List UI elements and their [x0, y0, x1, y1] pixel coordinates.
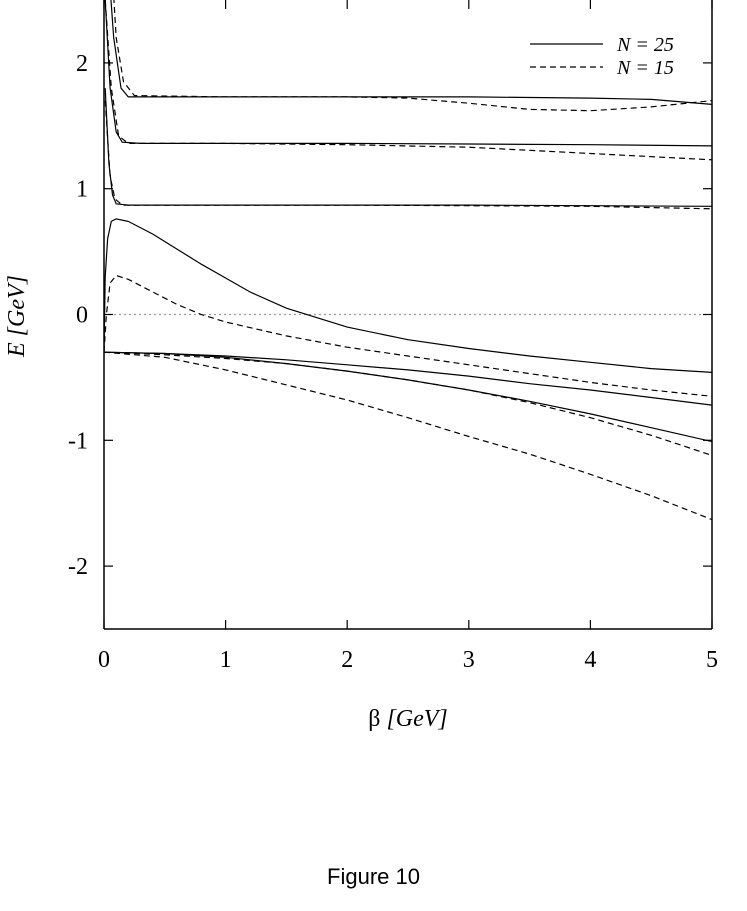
- plot-area: [104, 0, 712, 521]
- y-tick-label: -1: [68, 428, 88, 454]
- series-line-n15-11: [104, 351, 712, 456]
- x-tick-label: 0: [98, 647, 110, 673]
- legend-label-n25: N = 25: [616, 34, 674, 56]
- series-line-n25-3: [104, 88, 712, 207]
- legend: N = 25 N = 15: [530, 34, 674, 79]
- series-line-n15-9: [104, 100, 712, 210]
- series-line-n15-12: [104, 351, 712, 521]
- series-line-n25-4: [104, 218, 712, 373]
- y-axis-symbol: E: [4, 342, 30, 358]
- x-tick-label: 1: [220, 647, 232, 673]
- tick-labels: 0 1 2 3 4 5 -2 -1 0 1 2: [68, 51, 718, 673]
- x-tick-label: 4: [584, 647, 596, 673]
- x-axis-title: β [GeV]: [368, 706, 448, 732]
- axis-ticks: [103, 0, 713, 629]
- y-tick-label: 2: [76, 51, 88, 77]
- series-line-n25-5: [104, 351, 712, 406]
- x-tick-label: 2: [341, 647, 353, 673]
- x-axis-unit: [GeV]: [386, 706, 447, 732]
- y-tick-label: 0: [76, 303, 88, 329]
- y-axis-unit: [GeV]: [4, 275, 30, 336]
- y-axis-title: E [GeV]: [4, 275, 30, 358]
- series-line-n15-8: [104, 0, 712, 161]
- x-tick-label: 3: [463, 647, 475, 673]
- series-line-n15-10: [104, 274, 712, 397]
- x-axis-symbol: β: [368, 706, 380, 732]
- y-tick-label: 1: [76, 177, 88, 203]
- x-tick-label: 5: [706, 647, 718, 673]
- y-tick-label: -2: [68, 554, 88, 580]
- legend-label-n15: N = 15: [616, 57, 674, 79]
- figure-caption: Figure 10: [327, 864, 420, 889]
